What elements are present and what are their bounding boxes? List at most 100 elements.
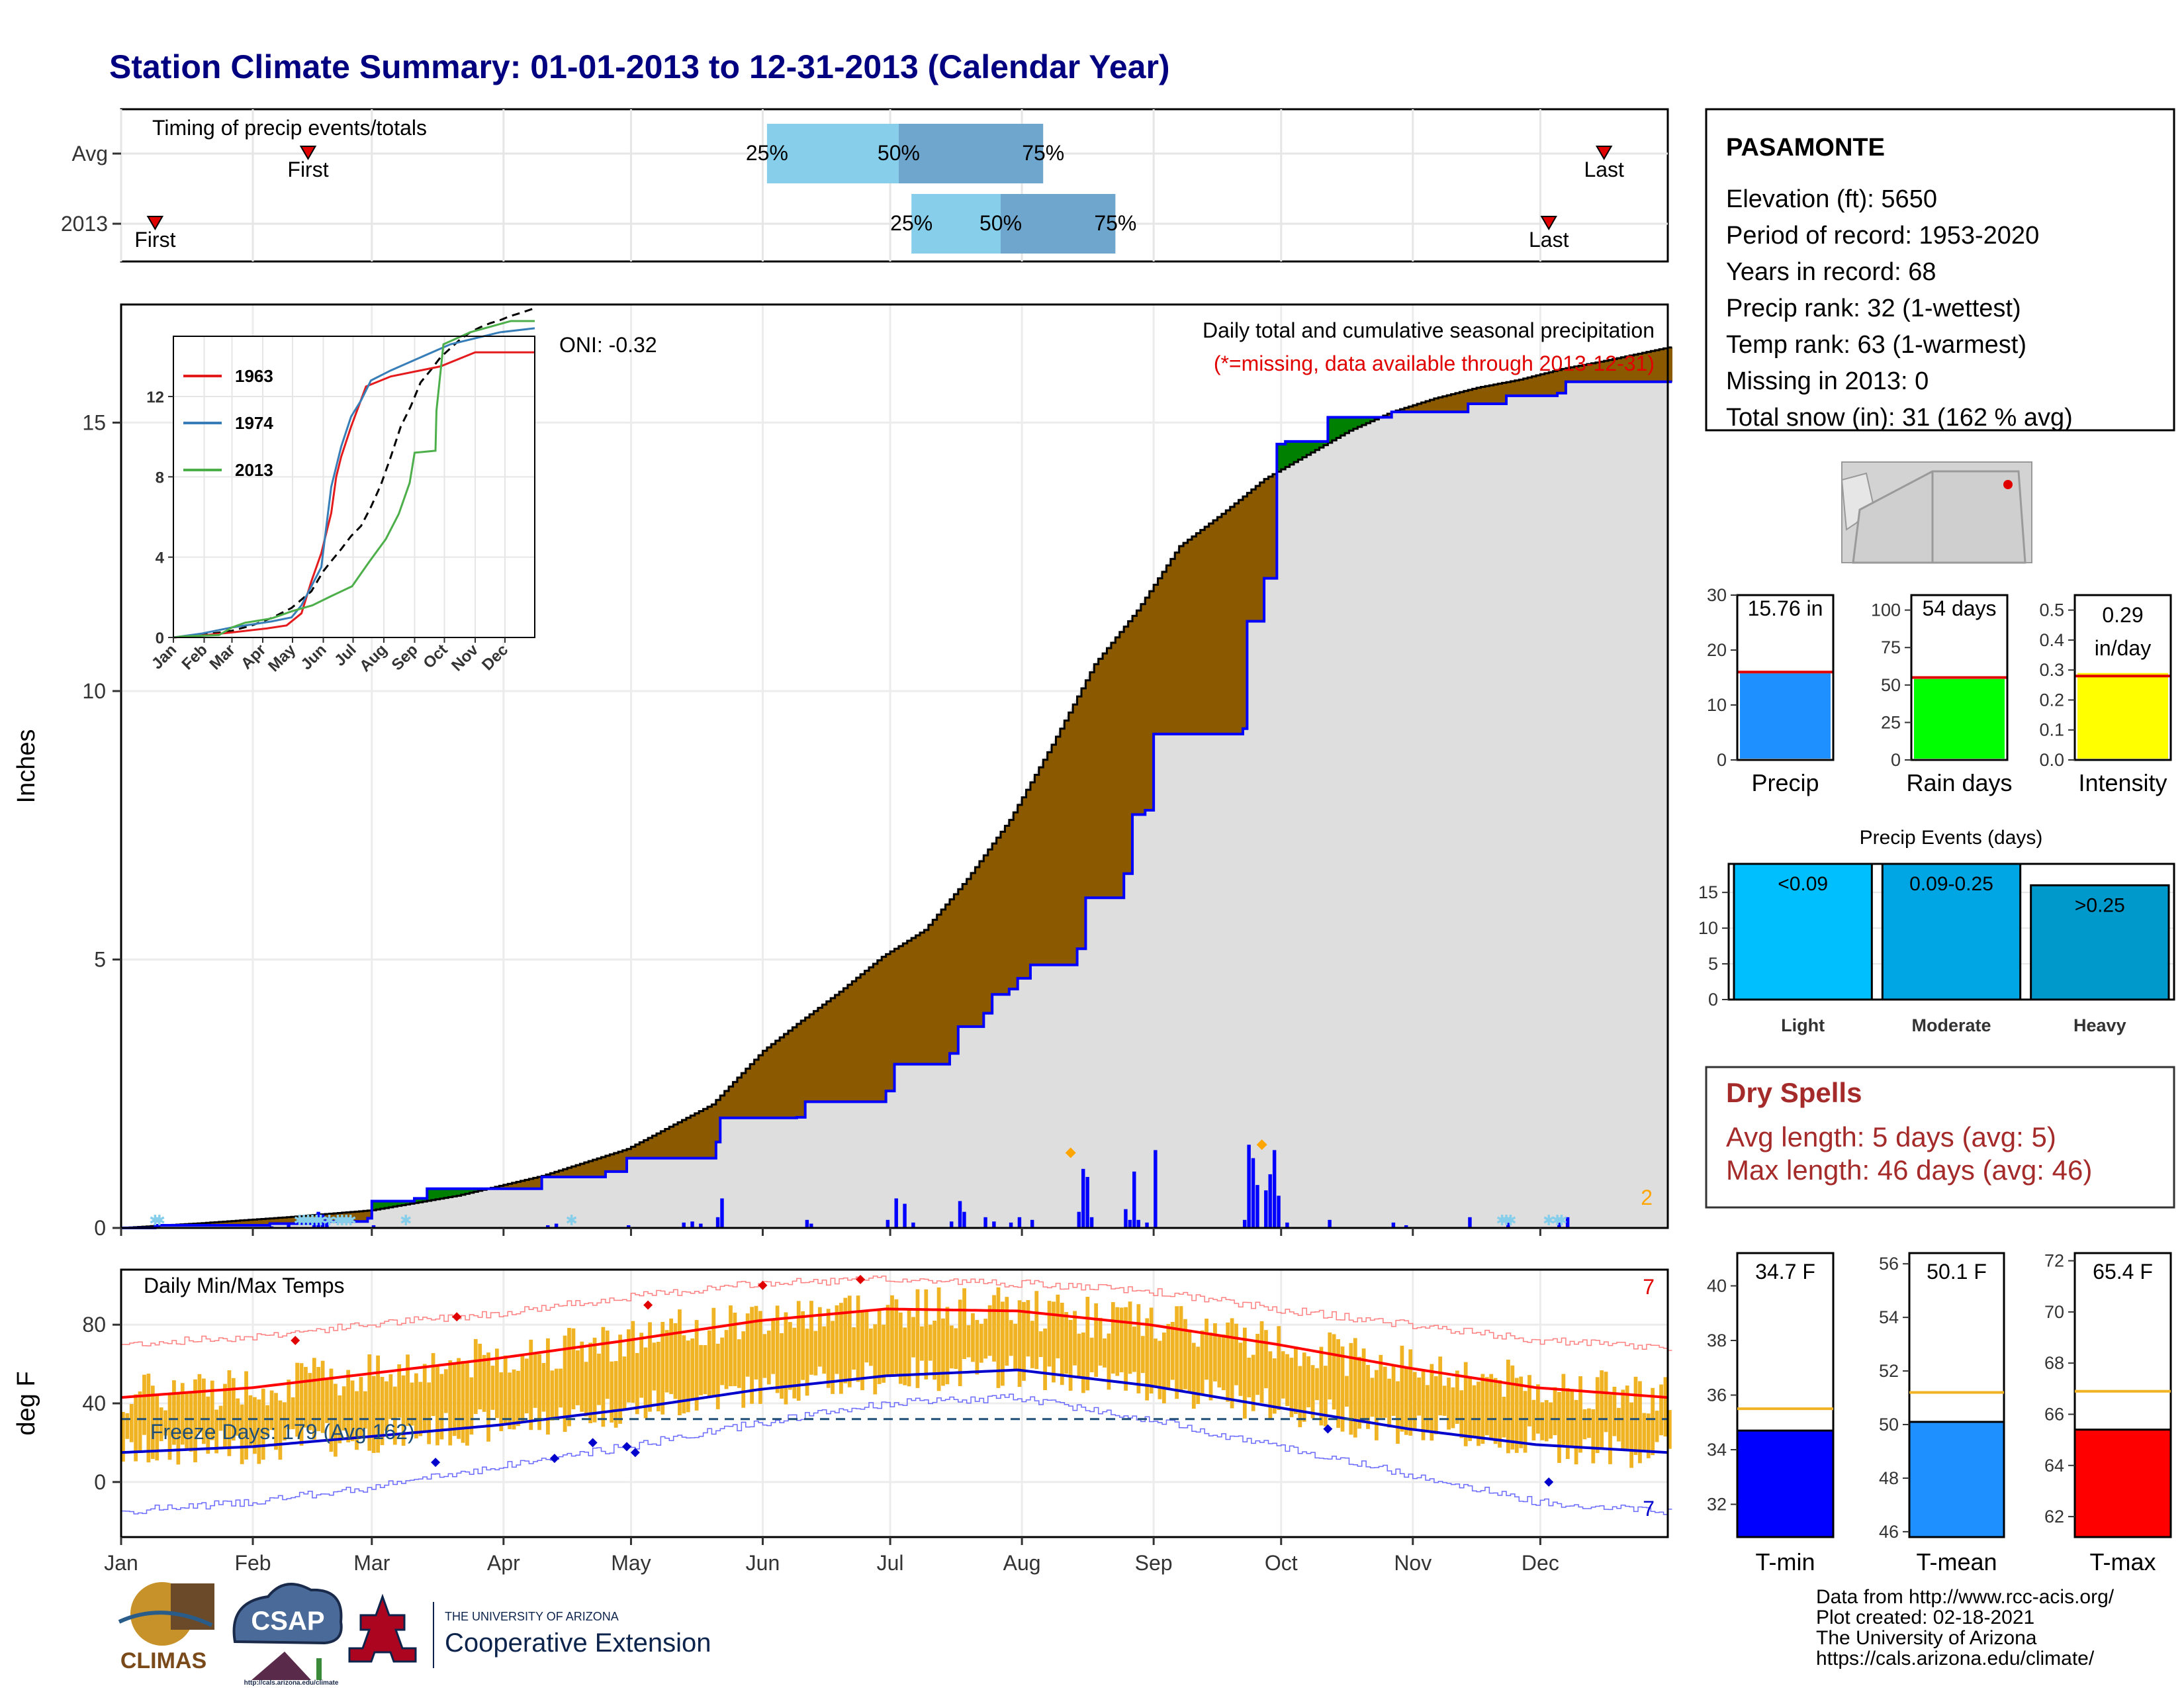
daily-temp-bar xyxy=(839,1303,843,1394)
precip-below-average-area xyxy=(1052,745,1057,965)
record-low-marker xyxy=(1544,1477,1554,1487)
event-range-label: >0.25 xyxy=(2075,894,2125,916)
precip-below-average-area xyxy=(265,1219,271,1225)
precip-below-average-area xyxy=(1451,394,1456,412)
record-low-marker xyxy=(622,1442,632,1452)
daily-temp-bar xyxy=(673,1323,678,1399)
precip-gauge-outline xyxy=(1736,594,1835,761)
timing-marker xyxy=(1540,216,1557,230)
precip-below-average-area xyxy=(1442,396,1447,412)
month-label: Feb xyxy=(234,1551,271,1575)
daily-temp-bar xyxy=(1085,1297,1090,1391)
daily-temp-bar xyxy=(1115,1307,1120,1376)
daily-temp-bar xyxy=(1557,1391,1561,1464)
precip-below-average-area xyxy=(291,1217,296,1224)
precip-below-average-area xyxy=(210,1222,215,1225)
daily-temp-bar xyxy=(1005,1297,1009,1366)
daily-temp-bar xyxy=(1149,1307,1154,1394)
precip-above-average-area xyxy=(431,1188,436,1200)
daily-temp-bar xyxy=(575,1350,580,1405)
tmean-gauge-tick-label: 56 xyxy=(1879,1254,1899,1274)
daily-temp-bar xyxy=(1089,1337,1094,1372)
precip-average-line xyxy=(121,346,1672,1229)
daily-precip-bar xyxy=(1132,1171,1136,1228)
precip-below-average-area xyxy=(1591,363,1596,382)
record-low-marker xyxy=(588,1438,598,1448)
daily-temp-bar xyxy=(359,1377,363,1438)
daily-temp-bar xyxy=(750,1307,754,1404)
tmean-gauge-value: 50.1 F xyxy=(1927,1260,1987,1284)
climas-logo-swoosh xyxy=(118,1611,213,1627)
snow-day-marker: ✱ xyxy=(306,1212,318,1229)
precip-ytick-label: 5 xyxy=(94,947,106,971)
daily-temp-bar xyxy=(1616,1407,1621,1442)
precip-above-average-area xyxy=(1319,441,1324,448)
daily-temp-bar xyxy=(1319,1346,1324,1426)
precip-below-average-area xyxy=(966,878,972,1027)
precip-gauge-tick-label: 20 xyxy=(1707,640,1727,660)
precip-below-average-area xyxy=(843,988,848,1102)
precip-below-average-area xyxy=(1489,385,1494,404)
daily-temp-bar xyxy=(1430,1364,1434,1441)
snow-day-marker: ✱ xyxy=(1504,1212,1516,1229)
daily-precip-bar xyxy=(155,1225,159,1228)
daily-temp-bar xyxy=(597,1353,601,1405)
rain-days-gauge-outline xyxy=(1910,594,2009,761)
daily-temp-bar xyxy=(831,1321,835,1394)
precip-below-average-area xyxy=(588,1161,594,1177)
inset-series-line xyxy=(173,327,535,639)
precip-below-average-area xyxy=(1498,383,1503,404)
daily-temp-bar xyxy=(1094,1303,1099,1378)
precip-ytick-label: 15 xyxy=(82,410,106,434)
daily-temp-bar xyxy=(1447,1378,1451,1430)
daily-temp-bar xyxy=(1323,1366,1328,1427)
daily-temp-bar xyxy=(1285,1354,1289,1407)
tmax-gauge-bar xyxy=(2073,1429,2172,1538)
daily-temp-bar xyxy=(473,1338,478,1415)
precip-below-average-area xyxy=(1047,752,1052,965)
timing-label: Timing of precip events/totals xyxy=(152,116,427,140)
precip-above-average-area xyxy=(1285,441,1291,467)
tmax-gauge-tick-label: 64 xyxy=(2044,1456,2064,1476)
missing-count: 2 xyxy=(1641,1186,1653,1209)
temperature-panel: 0 40 80 Jan Feb Mar Apr May Jun Jul Aug Sep Oct Nov De… xyxy=(13,1268,1672,1575)
daily-temp-bar xyxy=(499,1372,504,1431)
daily-temp-bar xyxy=(1468,1376,1473,1441)
precip-above-average-area xyxy=(1361,417,1367,426)
precip-above-average-area xyxy=(422,1198,428,1202)
daily-temp-bar xyxy=(1514,1378,1519,1453)
tmax-gauge-tick-label: 66 xyxy=(2044,1404,2064,1424)
snow-day-marker: ✱ xyxy=(1500,1212,1512,1229)
precip-below-average-area xyxy=(911,938,917,1064)
timing-marker xyxy=(1595,146,1613,160)
precip-below-average-area xyxy=(1659,349,1664,382)
daily-precip-bar xyxy=(1128,1219,1132,1228)
daily-temp-bar xyxy=(253,1397,257,1454)
daily-temp-bar xyxy=(711,1307,716,1396)
daily-temp-bar xyxy=(1480,1374,1485,1444)
daily-temp-bar xyxy=(678,1309,682,1416)
daily-temp-bar xyxy=(1302,1352,1306,1422)
precip-below-average-area xyxy=(1103,653,1108,898)
daily-temp-bar xyxy=(1549,1402,1553,1439)
precip-above-average-area xyxy=(397,1201,402,1206)
daily-temp-bar xyxy=(1056,1294,1060,1358)
precip-below-average-area xyxy=(1400,409,1405,412)
daily-temp-bar xyxy=(1281,1351,1285,1399)
daily-temp-bar xyxy=(1421,1372,1426,1440)
precip-below-average-area xyxy=(788,1030,794,1118)
snow-day-marker: ✱ xyxy=(344,1212,356,1229)
daily-temp-bar xyxy=(1328,1332,1332,1400)
precip-above-average-area xyxy=(452,1188,457,1197)
precip-below-average-area xyxy=(1038,767,1044,965)
daily-temp-bar xyxy=(1565,1388,1570,1460)
temp-ytick-label: 0 xyxy=(94,1470,106,1494)
precip-below-average-area xyxy=(1616,358,1621,382)
precip-above-average-area xyxy=(1281,444,1286,469)
daily-temp-bar xyxy=(410,1382,414,1426)
precip-below-average-area xyxy=(1421,402,1426,412)
precip-below-average-area xyxy=(1668,347,1673,382)
precip-below-average-area xyxy=(847,984,852,1102)
daily-temp-bar xyxy=(580,1341,584,1412)
map-region-outline xyxy=(1852,470,2026,564)
